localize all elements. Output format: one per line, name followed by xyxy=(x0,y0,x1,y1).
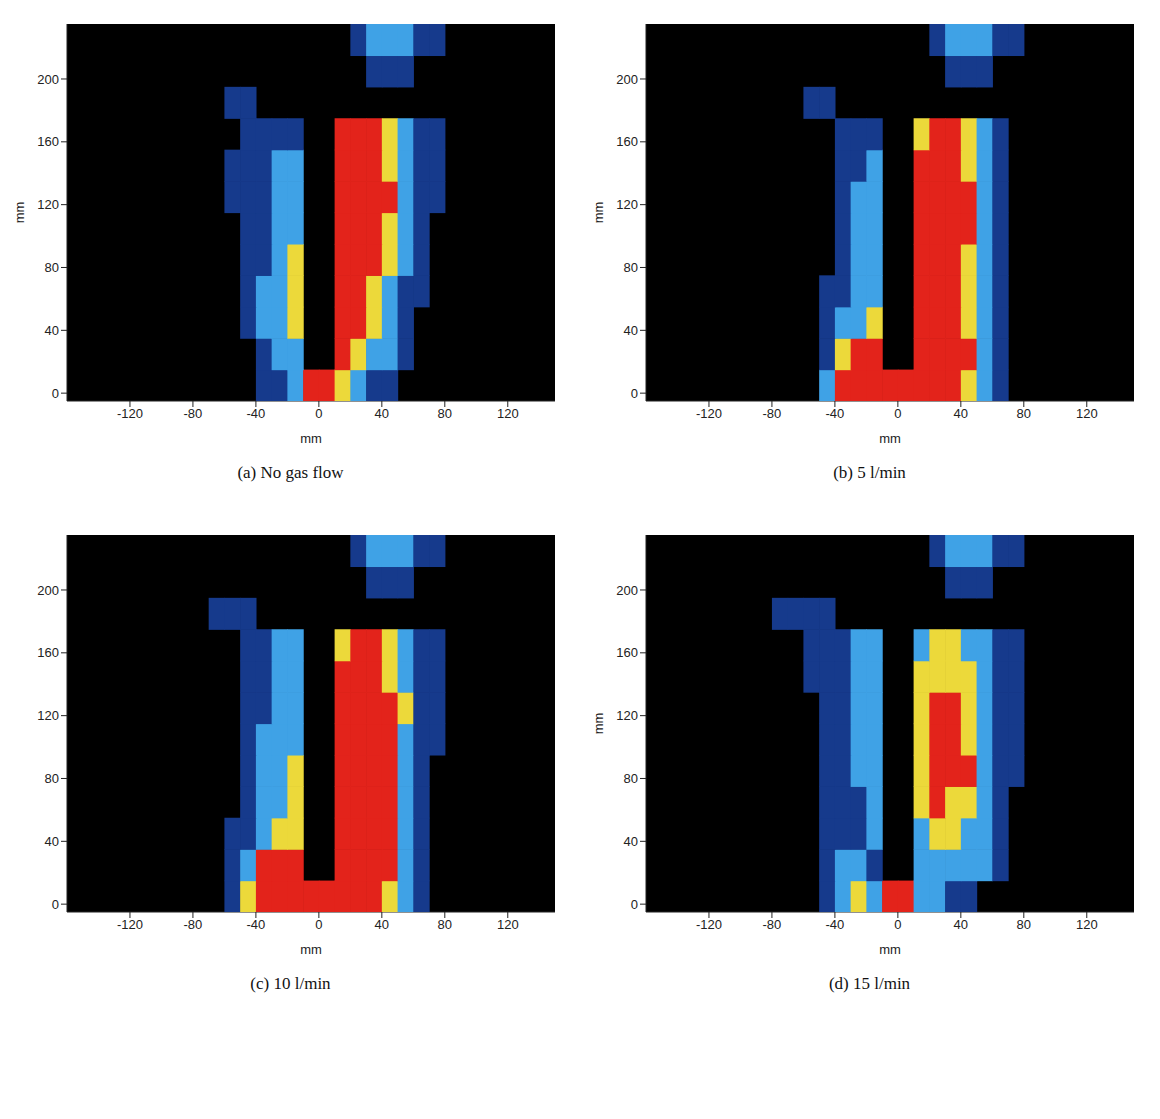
svg-text:-80: -80 xyxy=(762,917,781,932)
svg-text:0: 0 xyxy=(51,386,58,401)
svg-text:-80: -80 xyxy=(762,406,781,421)
svg-text:mm: mm xyxy=(879,942,901,957)
svg-text:mm: mm xyxy=(300,431,322,446)
svg-text:-40: -40 xyxy=(246,917,265,932)
svg-text:40: 40 xyxy=(623,834,637,849)
svg-text:mm: mm xyxy=(879,431,901,446)
svg-text:120: 120 xyxy=(616,708,638,723)
svg-text:120: 120 xyxy=(37,708,59,723)
svg-text:0: 0 xyxy=(630,386,637,401)
svg-text:200: 200 xyxy=(616,72,638,87)
svg-text:mm: mm xyxy=(590,202,605,224)
svg-text:40: 40 xyxy=(623,323,637,338)
svg-text:120: 120 xyxy=(1075,917,1097,932)
svg-text:-80: -80 xyxy=(183,917,202,932)
html-text:(d) 15 l/min: (d) 15 l/min xyxy=(828,974,911,993)
svg-text:120: 120 xyxy=(496,406,518,421)
svg-text:40: 40 xyxy=(953,406,967,421)
svg-text:mm: mm xyxy=(590,713,605,735)
svg-text:mm: mm xyxy=(11,202,26,224)
svg-text:0: 0 xyxy=(315,917,322,932)
html-text:(b) 5 l/min: (b) 5 l/min xyxy=(833,463,906,482)
svg-text:-80: -80 xyxy=(183,406,202,421)
svg-text:80: 80 xyxy=(437,406,451,421)
svg-text:0: 0 xyxy=(894,917,901,932)
html-text:(a) No gas flow: (a) No gas flow xyxy=(237,463,344,482)
svg-text:0: 0 xyxy=(894,406,901,421)
svg-text:40: 40 xyxy=(374,406,388,421)
svg-text:80: 80 xyxy=(1016,917,1030,932)
svg-text:80: 80 xyxy=(623,771,637,786)
svg-text:160: 160 xyxy=(37,134,59,149)
svg-text:80: 80 xyxy=(44,260,58,275)
svg-text:160: 160 xyxy=(616,645,638,660)
svg-text:80: 80 xyxy=(44,771,58,786)
svg-text:160: 160 xyxy=(37,645,59,660)
svg-text:120: 120 xyxy=(37,197,59,212)
svg-text:mm: mm xyxy=(300,942,322,957)
svg-text:0: 0 xyxy=(630,897,637,912)
svg-text:-120: -120 xyxy=(695,406,721,421)
svg-text:-120: -120 xyxy=(116,917,142,932)
svg-text:80: 80 xyxy=(1016,406,1030,421)
svg-text:160: 160 xyxy=(616,134,638,149)
svg-text:200: 200 xyxy=(37,583,59,598)
svg-text:40: 40 xyxy=(44,323,58,338)
svg-text:-120: -120 xyxy=(116,406,142,421)
svg-text:0: 0 xyxy=(51,897,58,912)
svg-text:-40: -40 xyxy=(825,917,844,932)
svg-text:-40: -40 xyxy=(825,406,844,421)
svg-text:40: 40 xyxy=(953,917,967,932)
html-text:(c) 10 l/min: (c) 10 l/min xyxy=(250,974,331,993)
svg-text:200: 200 xyxy=(616,583,638,598)
svg-text:0: 0 xyxy=(315,406,322,421)
svg-text:120: 120 xyxy=(496,917,518,932)
svg-text:-40: -40 xyxy=(246,406,265,421)
svg-text:80: 80 xyxy=(437,917,451,932)
svg-text:40: 40 xyxy=(44,834,58,849)
svg-text:200: 200 xyxy=(37,72,59,87)
svg-text:40: 40 xyxy=(374,917,388,932)
svg-text:-120: -120 xyxy=(695,917,721,932)
svg-text:80: 80 xyxy=(623,260,637,275)
svg-text:120: 120 xyxy=(616,197,638,212)
svg-text:120: 120 xyxy=(1075,406,1097,421)
